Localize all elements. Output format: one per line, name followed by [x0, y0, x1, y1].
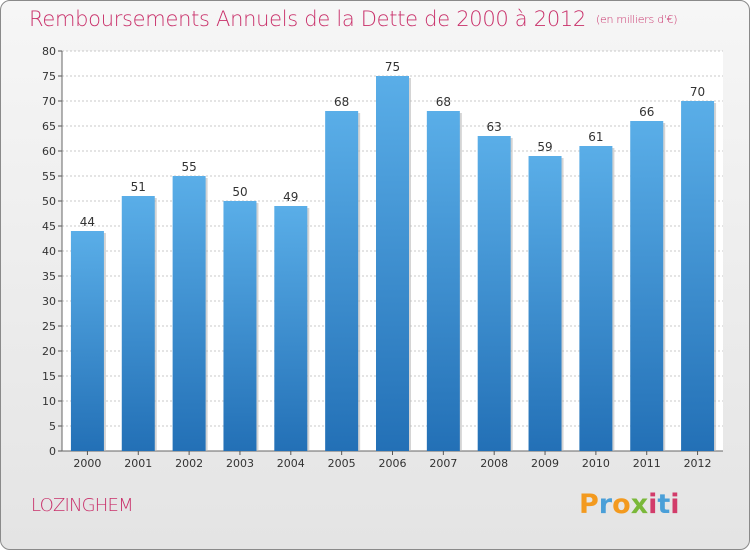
x-tick-label: 2000 [73, 457, 101, 470]
bar-value-label: 66 [639, 105, 654, 119]
y-tick-label: 70 [42, 95, 56, 108]
chart-title: Remboursements Annuels de la Dette de 20… [29, 7, 677, 31]
y-tick-label: 25 [42, 320, 56, 333]
bar [121, 196, 155, 451]
y-tick-label: 30 [42, 295, 56, 308]
x-tick-label: 2012 [684, 457, 712, 470]
y-tick-label: 80 [42, 45, 56, 58]
y-tick-label: 50 [42, 195, 56, 208]
y-tick-label: 15 [42, 370, 56, 383]
x-tick-label: 2001 [124, 457, 152, 470]
bar-value-label: 75 [385, 60, 400, 74]
logo-letter: o [612, 489, 631, 520]
x-tick-label: 2003 [226, 457, 254, 470]
y-tick-label: 55 [42, 170, 56, 183]
logo-letter: t [657, 489, 671, 520]
y-tick-label: 75 [42, 70, 56, 83]
bar-value-label: 51 [131, 180, 146, 194]
y-tick-label: 20 [42, 345, 56, 358]
logo-letter: i [648, 489, 658, 520]
y-tick-label: 60 [42, 145, 56, 158]
bar-value-label: 55 [181, 160, 196, 174]
y-tick-label: 10 [42, 395, 56, 408]
logo-letter: P [579, 489, 599, 520]
x-tick-label: 2009 [531, 457, 559, 470]
bar [70, 231, 104, 451]
x-tick-label: 2008 [480, 457, 508, 470]
logo-letter: i [670, 489, 680, 520]
y-tick-label: 65 [42, 120, 56, 133]
x-tick-label: 2002 [175, 457, 203, 470]
bar-value-label: 63 [487, 120, 502, 134]
bar-value-label: 44 [80, 215, 95, 229]
bar-value-label: 68 [436, 95, 451, 109]
bar-value-label: 68 [334, 95, 349, 109]
x-tick-label: 2010 [582, 457, 610, 470]
bar [376, 76, 409, 451]
bar-value-label: 61 [588, 130, 603, 144]
y-tick-label: 0 [49, 445, 56, 458]
bar [172, 176, 206, 451]
bar-value-label: 49 [283, 190, 298, 204]
proxiti-logo: Proxiti [579, 489, 680, 520]
bar [630, 121, 664, 451]
y-tick-label: 40 [42, 245, 56, 258]
x-tick-label: 2007 [429, 457, 457, 470]
bar [681, 101, 715, 451]
x-tick-label: 2006 [379, 457, 407, 470]
logo-letter: r [598, 489, 613, 520]
x-tick-label: 2004 [277, 457, 305, 470]
x-tick-label: 2011 [633, 457, 661, 470]
bar [528, 156, 562, 451]
bar-value-label: 59 [537, 140, 552, 154]
title-text: Remboursements Annuels de la Dette de 20… [29, 7, 586, 31]
bar [477, 136, 511, 451]
y-tick-label: 35 [42, 270, 56, 283]
bar [223, 201, 257, 451]
bar-value-label: 70 [690, 85, 705, 99]
y-tick-label: 45 [42, 220, 56, 233]
bar [274, 206, 308, 451]
bar-value-label: 50 [232, 185, 247, 199]
x-tick-label: 2005 [328, 457, 356, 470]
bar [426, 111, 460, 451]
logo-letter: x [630, 489, 649, 520]
city-name: LOZINGHEM [31, 495, 134, 516]
unit-note: (en milliers d'€) [596, 13, 678, 26]
bar [579, 146, 613, 451]
y-tick-label: 5 [49, 420, 56, 433]
bar [325, 111, 359, 451]
